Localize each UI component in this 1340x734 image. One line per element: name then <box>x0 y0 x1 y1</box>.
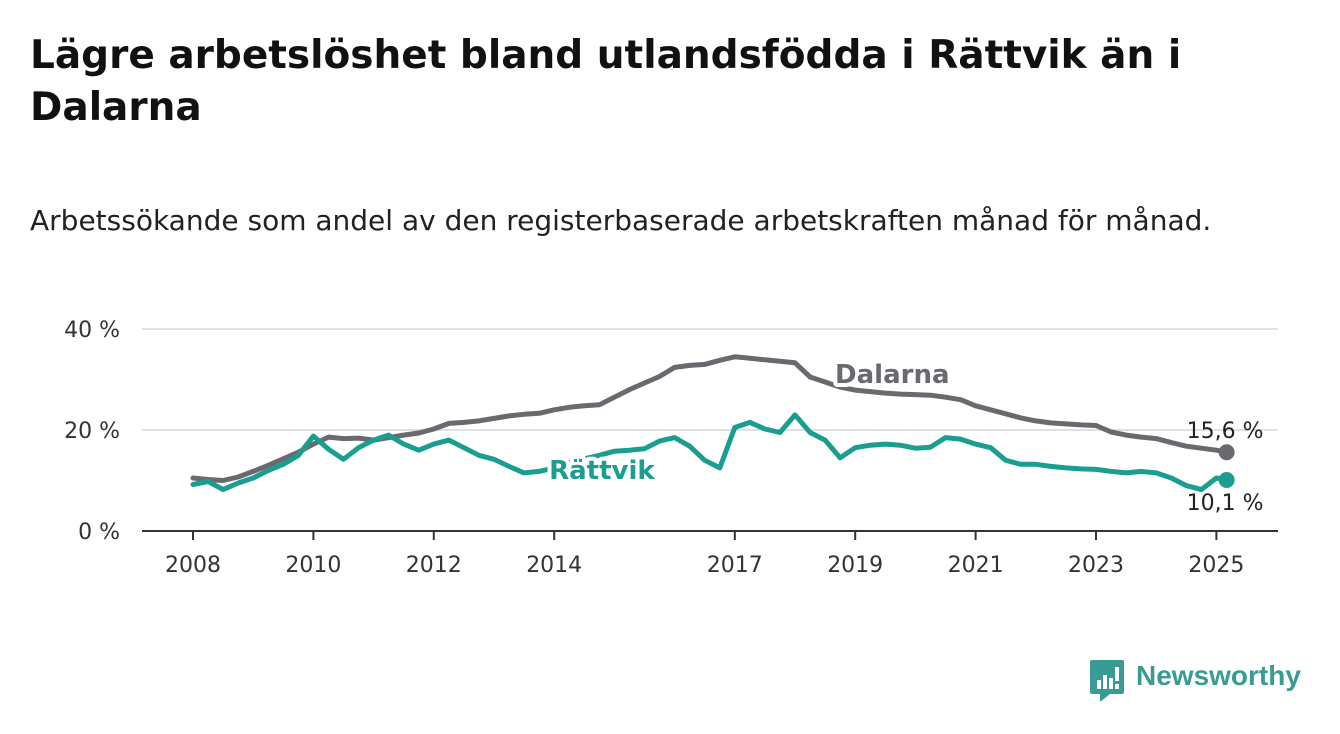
x-tick-label: 2023 <box>1068 553 1124 578</box>
series-name-label-1: Rättvik <box>549 456 655 486</box>
y-axis-ticks: 0 % 20 % 40 % <box>64 318 120 545</box>
series-lines <box>190 354 1235 493</box>
x-tick-label: 2025 <box>1188 553 1244 578</box>
x-tick-label: 2008 <box>165 553 221 578</box>
series-end-label-0: 15,6 % <box>1187 419 1264 444</box>
y-tick-label: 20 % <box>64 419 120 444</box>
newsworthy-logo-text: Newsworthy <box>1136 660 1301 691</box>
chart-title: Lägre arbetslöshet bland utlandsfödda i … <box>30 33 1182 130</box>
grid-lines <box>142 328 1278 431</box>
series-line-0 <box>190 354 1230 483</box>
y-tick-label: 40 % <box>64 318 120 343</box>
x-tick-label: 2010 <box>285 553 341 578</box>
x-tick-label: 2017 <box>707 553 763 578</box>
series-end-point-1 <box>1218 471 1235 488</box>
line-chart: 0 % 20 % 40 % 2008 2010 2012 2014 2017 2019 2021… <box>64 318 1278 578</box>
newsworthy-logo-icon <box>1090 660 1124 702</box>
x-axis-ticks: 2008 2010 2012 2014 2017 2019 2021 2023 2025 <box>165 531 1244 578</box>
newsworthy-logo: Newsworthy <box>1088 658 1318 704</box>
x-tick-label: 2021 <box>948 553 1004 578</box>
series-labels: 15,6 % Dalarna 10,1 % Rättvik <box>545 356 1264 516</box>
x-tick-label: 2012 <box>406 553 462 578</box>
x-tick-label: 2014 <box>526 553 582 578</box>
x-tick-label: 2019 <box>827 553 883 578</box>
series-end-point-0 <box>1218 444 1235 461</box>
y-tick-label: 0 % <box>78 520 120 545</box>
series-end-label-1: 10,1 % <box>1187 491 1264 516</box>
series-name-label-0: Dalarna <box>835 360 949 390</box>
chart-subtitle: Arbetssökande som andel av den registerb… <box>30 204 1212 237</box>
series-line-1 <box>190 412 1230 493</box>
